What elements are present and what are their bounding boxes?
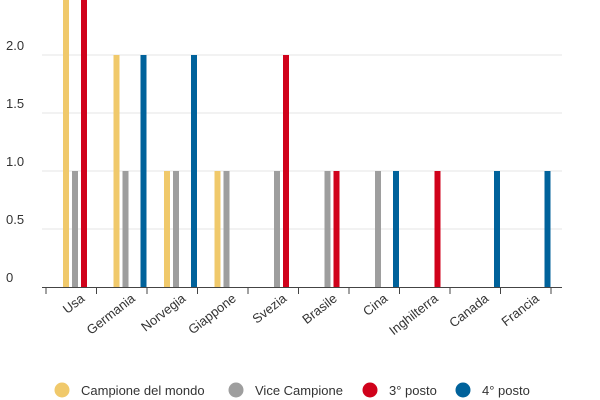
bar-germania-0 <box>113 55 120 287</box>
x-tick-label: Cina <box>360 290 391 319</box>
bar-cina-1 <box>375 171 381 287</box>
bar-brasile-2 <box>333 171 340 287</box>
legend-item: 4° posto <box>455 382 530 398</box>
bar-cina-3 <box>393 171 399 287</box>
x-tick-label: Francia <box>498 290 542 329</box>
legend-item: Campione del mondo <box>54 382 205 398</box>
bar-inghilterra-2 <box>434 171 441 287</box>
x-tick-label: Giappone <box>185 291 239 338</box>
y-tick-label: 1.0 <box>6 154 24 169</box>
legend-label: Campione del mondo <box>81 383 205 398</box>
bar-giappone-1 <box>223 171 230 287</box>
x-tick-label: Norvegia <box>138 290 189 334</box>
y-tick-label: 2.0 <box>6 38 24 53</box>
bar-germania-1 <box>122 171 129 287</box>
x-axis <box>42 287 562 294</box>
x-tick-label: Svezia <box>249 290 290 326</box>
bar-norvegia-1 <box>173 171 179 287</box>
legend-item: 3° posto <box>362 382 437 398</box>
bar-usa-1 <box>72 171 78 287</box>
x-tick-label: Germania <box>84 290 139 337</box>
bar-svezia-1 <box>274 171 280 287</box>
grid <box>42 54 562 230</box>
bar-norvegia-3 <box>191 55 197 287</box>
x-tick-label: Usa <box>60 290 88 317</box>
x-tick-label: Brasile <box>299 291 340 327</box>
legend-label: 3° posto <box>389 383 437 398</box>
legend-label: Vice Campione <box>255 383 343 398</box>
y-tick-label: 0.5 <box>6 212 24 227</box>
bar-usa-2 <box>81 0 87 287</box>
bars <box>63 0 551 287</box>
legend-swatch <box>455 382 471 398</box>
legend-swatch <box>362 382 378 398</box>
x-tick-label: Canada <box>446 290 492 330</box>
bar-svezia-2 <box>283 55 289 287</box>
bar-germania-3 <box>140 55 147 287</box>
bar-usa-0 <box>63 0 69 287</box>
bar-canada-3 <box>494 171 500 287</box>
legend-swatch <box>54 382 70 398</box>
y-axis-ticks: 0 0.5 1.0 1.5 2.0 <box>6 38 24 285</box>
y-tick-label: 0 <box>6 270 13 285</box>
x-tick-label: Inghilterra <box>386 290 441 338</box>
legend-swatch <box>228 382 244 398</box>
bar-brasile-1 <box>324 171 331 287</box>
legend: Campione del mondo Vice Campione 3° posto 4… <box>54 382 530 398</box>
bar-francia-3 <box>544 171 551 287</box>
legend-item: Vice Campione <box>228 382 343 398</box>
bar-norvegia-0 <box>164 171 170 287</box>
y-tick-label: 1.5 <box>6 96 24 111</box>
bar-giappone-0 <box>214 171 221 287</box>
legend-label: 4° posto <box>482 383 530 398</box>
